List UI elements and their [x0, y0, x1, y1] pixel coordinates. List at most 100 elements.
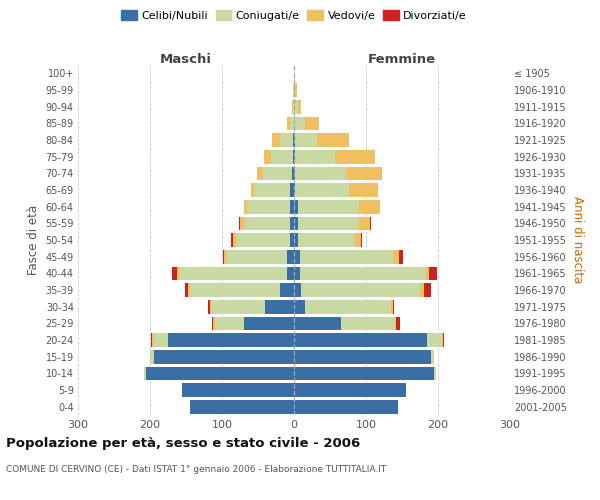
- Bar: [295, 183, 349, 197]
- Bar: [244, 200, 247, 213]
- Bar: [295, 166, 346, 180]
- Bar: [430, 266, 437, 280]
- Bar: [172, 266, 178, 280]
- Bar: [295, 83, 297, 97]
- Bar: [346, 166, 382, 180]
- Bar: [355, 233, 361, 247]
- Bar: [223, 250, 224, 264]
- Bar: [271, 150, 293, 164]
- Bar: [294, 216, 298, 230]
- Bar: [265, 300, 294, 314]
- Bar: [182, 383, 294, 397]
- Bar: [210, 300, 211, 314]
- Bar: [335, 150, 374, 164]
- Bar: [240, 216, 244, 230]
- Bar: [226, 250, 287, 264]
- Bar: [154, 350, 294, 364]
- Bar: [293, 150, 294, 164]
- Bar: [168, 333, 294, 347]
- Bar: [239, 216, 240, 230]
- Bar: [424, 283, 431, 297]
- Bar: [426, 266, 430, 280]
- Bar: [298, 200, 359, 213]
- Bar: [305, 300, 391, 314]
- Bar: [294, 183, 295, 197]
- Bar: [305, 116, 319, 130]
- Text: COMUNE DI CERVINO (CE) - Dati ISTAT 1° gennaio 2006 - Elaborazione TUTTITALIA.IT: COMUNE DI CERVINO (CE) - Dati ISTAT 1° g…: [6, 466, 386, 474]
- Bar: [349, 183, 378, 197]
- Bar: [431, 350, 434, 364]
- Bar: [212, 316, 214, 330]
- Bar: [150, 350, 154, 364]
- Bar: [292, 166, 294, 180]
- Bar: [257, 166, 263, 180]
- Bar: [359, 216, 370, 230]
- Bar: [359, 200, 380, 213]
- Bar: [300, 266, 426, 280]
- Text: Femmine: Femmine: [368, 53, 436, 66]
- Bar: [298, 216, 359, 230]
- Bar: [178, 266, 179, 280]
- Bar: [300, 250, 394, 264]
- Bar: [188, 283, 190, 297]
- Bar: [290, 233, 294, 247]
- Bar: [287, 250, 294, 264]
- Bar: [211, 300, 265, 314]
- Bar: [263, 166, 292, 180]
- Bar: [152, 333, 154, 347]
- Bar: [361, 233, 362, 247]
- Bar: [294, 83, 295, 97]
- Bar: [264, 150, 271, 164]
- Bar: [179, 266, 287, 280]
- Bar: [214, 316, 215, 330]
- Bar: [399, 250, 403, 264]
- Bar: [232, 233, 233, 247]
- Bar: [298, 100, 301, 114]
- Bar: [294, 100, 298, 114]
- Bar: [272, 133, 280, 147]
- Bar: [294, 400, 398, 413]
- Bar: [294, 333, 427, 347]
- Bar: [370, 216, 371, 230]
- Y-axis label: Fasce di età: Fasce di età: [27, 205, 40, 275]
- Text: Maschi: Maschi: [160, 53, 212, 66]
- Bar: [294, 366, 434, 380]
- Bar: [341, 316, 395, 330]
- Bar: [290, 183, 294, 197]
- Bar: [434, 366, 436, 380]
- Bar: [233, 233, 236, 247]
- Bar: [244, 216, 290, 230]
- Bar: [236, 233, 290, 247]
- Bar: [190, 400, 294, 413]
- Bar: [294, 233, 298, 247]
- Bar: [185, 283, 188, 297]
- Bar: [395, 316, 396, 330]
- Bar: [292, 100, 293, 114]
- Bar: [290, 216, 294, 230]
- Bar: [190, 283, 280, 297]
- Bar: [420, 283, 424, 297]
- Y-axis label: Anni di nascita: Anni di nascita: [571, 196, 584, 284]
- Bar: [442, 333, 443, 347]
- Bar: [287, 116, 290, 130]
- Bar: [294, 150, 295, 164]
- Bar: [295, 133, 317, 147]
- Bar: [146, 366, 294, 380]
- Bar: [224, 250, 226, 264]
- Bar: [294, 350, 431, 364]
- Bar: [151, 333, 152, 347]
- Bar: [317, 133, 349, 147]
- Bar: [294, 283, 301, 297]
- Bar: [298, 233, 355, 247]
- Bar: [294, 250, 300, 264]
- Bar: [293, 83, 294, 97]
- Bar: [427, 333, 442, 347]
- Bar: [247, 200, 290, 213]
- Bar: [294, 316, 341, 330]
- Bar: [396, 316, 400, 330]
- Bar: [294, 383, 406, 397]
- Bar: [290, 200, 294, 213]
- Bar: [295, 150, 335, 164]
- Bar: [443, 333, 445, 347]
- Bar: [154, 333, 168, 347]
